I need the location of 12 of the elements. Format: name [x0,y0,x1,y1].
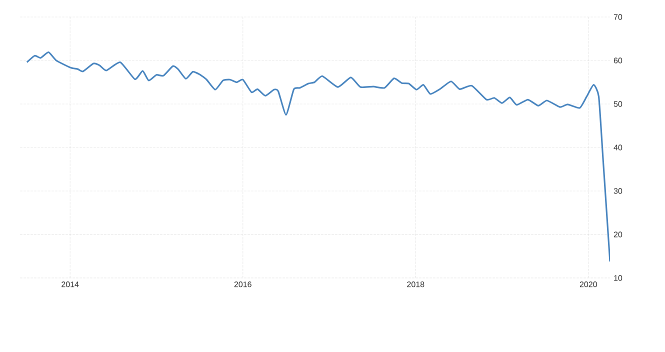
x-tick-label: 2016 [234,282,252,288]
y-tick-label: 70 [614,14,622,20]
x-tick-label: 2014 [62,282,79,288]
line-series [26,51,610,262]
y-tick-label: 40 [614,144,622,150]
y-tick-label: 20 [614,232,622,238]
y-tick-label: 10 [614,275,622,281]
x-tick-label: 2020 [580,282,597,288]
x-tick-label: 2018 [407,282,424,288]
y-tick-label: 30 [614,188,622,194]
y-tick-label: 50 [614,101,622,107]
y-tick-label: 60 [614,58,622,64]
